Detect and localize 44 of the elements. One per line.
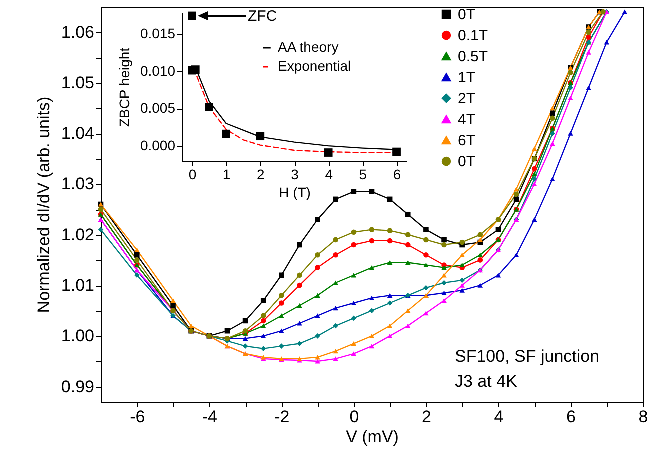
legend-label: 0.1T (458, 28, 488, 44)
x-tick-label: -2 (274, 408, 290, 426)
y-axis-title: ZBCP height (116, 48, 132, 128)
y-tick-label: 1.01 (61, 276, 94, 296)
x-tick-label: -4 (202, 408, 218, 426)
x-axis-title: H (T) (279, 184, 311, 200)
x-tick-label: 4 (325, 166, 334, 182)
y-tick-label: 1.03 (61, 174, 94, 194)
x-tick-label: 4 (494, 408, 504, 426)
x-tick-label: 0 (350, 408, 360, 426)
y-tick-label: 1.06 (61, 22, 94, 42)
legend-label: 0T (458, 154, 476, 170)
y-tick-label: 0.000 (140, 138, 176, 154)
y-axis-title: Normalized dI/dV (arb. units) (34, 96, 54, 314)
y-tick-label: 1.02 (61, 225, 94, 244)
x-tick-label: 3 (291, 166, 300, 182)
legend-label: 2T (458, 90, 476, 108)
x-tick-label: 2 (422, 408, 432, 426)
y-tick-label: 0.010 (140, 62, 176, 79)
x-tick-label: 2 (257, 166, 266, 182)
y-tick-label: 1.05 (61, 73, 94, 92)
y-tick-label: 1.00 (61, 326, 94, 346)
x-tick-label: 0 (188, 166, 197, 182)
legend-label: 0T (458, 6, 476, 24)
legend-label: 0.5T (458, 48, 488, 66)
annotation: SF100, SF junction (455, 347, 600, 366)
x-axis-title: V (mV) (346, 428, 399, 446)
y-tick-label: 0.015 (140, 25, 176, 42)
legend-label: 6T (458, 132, 476, 150)
y-tick-label: 0.99 (61, 377, 94, 396)
legend-label: 1T (458, 70, 476, 86)
y-tick-label: 0.005 (140, 100, 176, 116)
x-tick-label: 5 (359, 166, 368, 182)
x-tick-label: 1 (222, 166, 231, 182)
x-tick-label: 6 (566, 408, 576, 426)
annotation: J3 at 4K (455, 372, 518, 391)
x-tick-label: 6 (393, 166, 402, 182)
y-tick-label: 1.04 (61, 124, 94, 144)
legend-label: 4T (458, 112, 476, 128)
annotation: ZFC (248, 8, 278, 25)
legend-label: Exponential (278, 58, 352, 74)
x-tick-label: 8 (638, 408, 648, 426)
x-tick-label: -6 (130, 408, 146, 426)
legend-label: AA theory (278, 39, 339, 55)
